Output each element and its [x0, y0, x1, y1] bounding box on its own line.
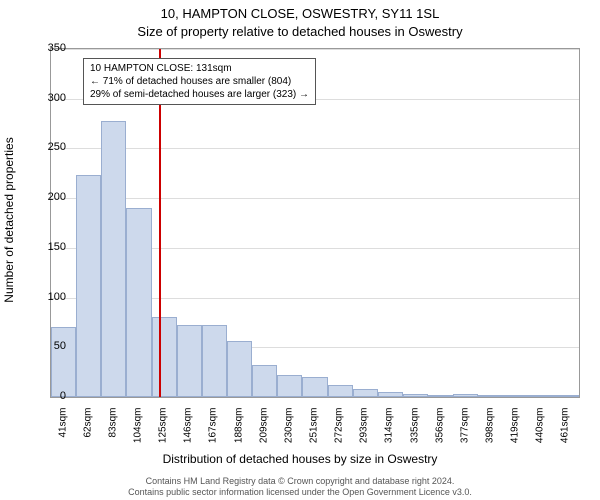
x-tick-label: 356sqm [434, 408, 445, 458]
x-tick-label: 83sqm [107, 408, 118, 458]
chart-title-address: 10, HAMPTON CLOSE, OSWESTRY, SY11 1SL [0, 6, 600, 21]
gridline [51, 49, 579, 50]
y-axis-label: Number of detached properties [2, 137, 16, 302]
x-tick-label: 125sqm [158, 408, 169, 458]
footer-line-1: Contains HM Land Registry data © Crown c… [0, 476, 600, 487]
x-tick-label: 293sqm [359, 408, 370, 458]
histogram-bar [51, 327, 76, 397]
chart-title-subtitle: Size of property relative to detached ho… [0, 24, 600, 39]
chart-container: 10, HAMPTON CLOSE, OSWESTRY, SY11 1SL Si… [0, 0, 600, 500]
x-tick-label: 440sqm [535, 408, 546, 458]
histogram-bar [478, 395, 503, 397]
x-tick-label: 41sqm [57, 408, 68, 458]
x-tick-label: 209sqm [258, 408, 269, 458]
footer-line-2: Contains public sector information licen… [0, 487, 600, 498]
annotation-line: 29% of semi-detached houses are larger (… [90, 88, 309, 101]
histogram-bar [76, 175, 101, 397]
x-tick-label: 251sqm [309, 408, 320, 458]
gridline [51, 148, 579, 149]
histogram-bar [177, 325, 202, 397]
x-tick-label: 167sqm [208, 408, 219, 458]
histogram-bar [152, 317, 177, 397]
y-tick-label: 250 [26, 141, 66, 153]
annotation-box: 10 HAMPTON CLOSE: 131sqm← 71% of detache… [83, 58, 316, 105]
x-tick-label: 461sqm [560, 408, 571, 458]
histogram-bar [227, 341, 252, 397]
histogram-bar [453, 394, 478, 397]
footer-attribution: Contains HM Land Registry data © Crown c… [0, 476, 600, 498]
y-tick-label: 100 [26, 291, 66, 303]
y-tick-label: 300 [26, 92, 66, 104]
gridline [51, 198, 579, 199]
histogram-bar [378, 392, 403, 397]
x-tick-label: 230sqm [283, 408, 294, 458]
histogram-bar [504, 395, 529, 397]
y-tick-label: 50 [26, 340, 66, 352]
histogram-bar [428, 395, 453, 397]
x-tick-label: 188sqm [233, 408, 244, 458]
histogram-bar [403, 394, 428, 397]
x-tick-label: 62sqm [82, 408, 93, 458]
histogram-bar [202, 325, 227, 397]
histogram-bar [328, 385, 353, 397]
x-tick-label: 272sqm [334, 408, 345, 458]
x-tick-label: 419sqm [510, 408, 521, 458]
x-tick-label: 377sqm [459, 408, 470, 458]
x-tick-label: 314sqm [384, 408, 395, 458]
y-tick-label: 150 [26, 241, 66, 253]
annotation-line: 10 HAMPTON CLOSE: 131sqm [90, 62, 309, 75]
histogram-bar [302, 377, 327, 397]
annotation-line: ← 71% of detached houses are smaller (80… [90, 75, 309, 88]
y-tick-label: 350 [26, 42, 66, 54]
x-tick-label: 335sqm [409, 408, 420, 458]
histogram-bar [252, 365, 277, 397]
y-tick-label: 0 [26, 390, 66, 402]
histogram-bar [353, 389, 378, 397]
x-tick-label: 146sqm [183, 408, 194, 458]
x-tick-label: 104sqm [133, 408, 144, 458]
y-tick-label: 200 [26, 191, 66, 203]
histogram-bar [101, 121, 126, 397]
histogram-bar [529, 395, 554, 397]
histogram-bar [277, 375, 302, 397]
histogram-bar [554, 395, 579, 397]
histogram-bar [126, 208, 151, 397]
x-tick-label: 398sqm [485, 408, 496, 458]
